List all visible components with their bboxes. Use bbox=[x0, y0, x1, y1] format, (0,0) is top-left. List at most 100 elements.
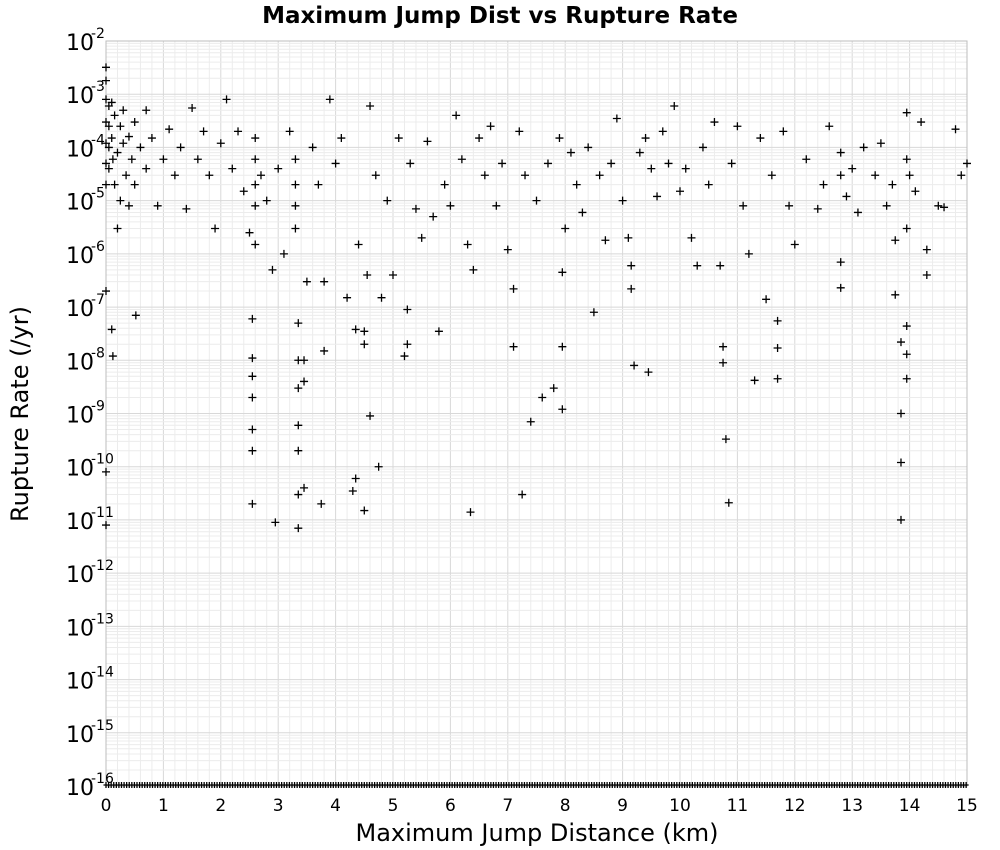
data-point bbox=[940, 203, 949, 212]
data-point bbox=[248, 372, 257, 381]
data-point bbox=[228, 164, 237, 173]
data-point bbox=[896, 515, 905, 524]
y-tick-exponent: -13 bbox=[91, 611, 114, 627]
data-point bbox=[876, 139, 885, 148]
x-tick-label: 15 bbox=[956, 796, 978, 816]
data-point bbox=[130, 118, 139, 127]
data-point bbox=[911, 187, 920, 196]
data-point bbox=[664, 159, 673, 168]
data-point bbox=[291, 201, 300, 210]
data-point bbox=[107, 98, 116, 107]
data-point bbox=[262, 196, 271, 205]
y-tick-label: 10 bbox=[66, 563, 94, 588]
data-point bbox=[716, 261, 725, 270]
data-point bbox=[905, 171, 914, 180]
data-point bbox=[110, 180, 119, 189]
data-point bbox=[248, 446, 257, 455]
data-point bbox=[348, 486, 357, 495]
data-point bbox=[790, 240, 799, 249]
data-point bbox=[104, 122, 113, 131]
data-point bbox=[521, 171, 530, 180]
data-point bbox=[896, 458, 905, 467]
data-point bbox=[205, 171, 214, 180]
data-point bbox=[469, 265, 478, 274]
data-point bbox=[951, 125, 960, 134]
data-point bbox=[294, 421, 303, 430]
data-point bbox=[693, 261, 702, 270]
data-point bbox=[211, 224, 220, 233]
data-point bbox=[251, 240, 260, 249]
data-point bbox=[354, 240, 363, 249]
x-tick-label: 9 bbox=[617, 796, 628, 816]
data-point bbox=[802, 155, 811, 164]
data-point bbox=[721, 435, 730, 444]
x-tick-label: 12 bbox=[784, 796, 806, 816]
data-point bbox=[704, 180, 713, 189]
data-point bbox=[549, 384, 558, 393]
data-point bbox=[122, 171, 131, 180]
data-point bbox=[279, 249, 288, 258]
y-tick-exponent: -14 bbox=[91, 665, 114, 681]
data-point bbox=[750, 376, 759, 385]
data-point bbox=[366, 411, 375, 420]
data-point bbox=[119, 106, 128, 115]
data-point bbox=[383, 196, 392, 205]
data-point bbox=[526, 417, 535, 426]
data-point bbox=[917, 118, 926, 127]
data-point bbox=[104, 143, 113, 152]
data-point bbox=[360, 340, 369, 349]
y-tick-label: 10 bbox=[66, 616, 94, 641]
data-point bbox=[268, 265, 277, 274]
data-point bbox=[294, 490, 303, 499]
y-tick-label: 10 bbox=[66, 670, 94, 695]
data-point bbox=[371, 171, 380, 180]
data-point bbox=[300, 356, 309, 365]
data-point bbox=[627, 261, 636, 270]
data-point bbox=[343, 293, 352, 302]
data-point bbox=[558, 342, 567, 351]
data-point bbox=[612, 114, 621, 123]
data-point bbox=[331, 159, 340, 168]
data-point bbox=[116, 122, 125, 131]
data-point bbox=[744, 249, 753, 258]
data-point bbox=[561, 224, 570, 233]
data-point bbox=[248, 393, 257, 402]
data-point bbox=[251, 201, 260, 210]
data-point bbox=[572, 180, 581, 189]
data-point bbox=[294, 319, 303, 328]
data-point bbox=[888, 180, 897, 189]
data-point bbox=[779, 127, 788, 136]
data-point bbox=[503, 245, 512, 254]
data-point bbox=[532, 196, 541, 205]
y-axis-label: Rupture Rate (/yr) bbox=[6, 306, 34, 522]
data-point bbox=[882, 201, 891, 210]
x-tick-label: 3 bbox=[273, 796, 284, 816]
data-point bbox=[403, 305, 412, 314]
data-point bbox=[457, 155, 466, 164]
data-point bbox=[102, 118, 110, 127]
x-tick-label: 5 bbox=[388, 796, 399, 816]
data-point bbox=[104, 164, 113, 173]
data-point bbox=[291, 155, 300, 164]
data-point bbox=[159, 155, 168, 164]
data-point bbox=[130, 180, 139, 189]
data-point bbox=[107, 134, 116, 143]
data-point bbox=[363, 271, 372, 280]
y-tick-label: 10 bbox=[66, 137, 94, 162]
data-point bbox=[176, 143, 185, 152]
data-point bbox=[624, 233, 633, 242]
data-point bbox=[291, 224, 300, 233]
data-point bbox=[630, 361, 639, 370]
data-point bbox=[320, 346, 329, 355]
x-axis-label: Maximum Jump Distance (km) bbox=[356, 819, 719, 847]
data-point bbox=[698, 143, 707, 152]
data-point bbox=[607, 159, 616, 168]
data-point bbox=[300, 483, 309, 492]
data-point bbox=[188, 104, 197, 113]
data-point bbox=[314, 180, 323, 189]
data-point bbox=[710, 118, 719, 127]
data-point bbox=[518, 490, 527, 499]
data-point bbox=[294, 524, 303, 533]
data-point bbox=[902, 108, 911, 117]
